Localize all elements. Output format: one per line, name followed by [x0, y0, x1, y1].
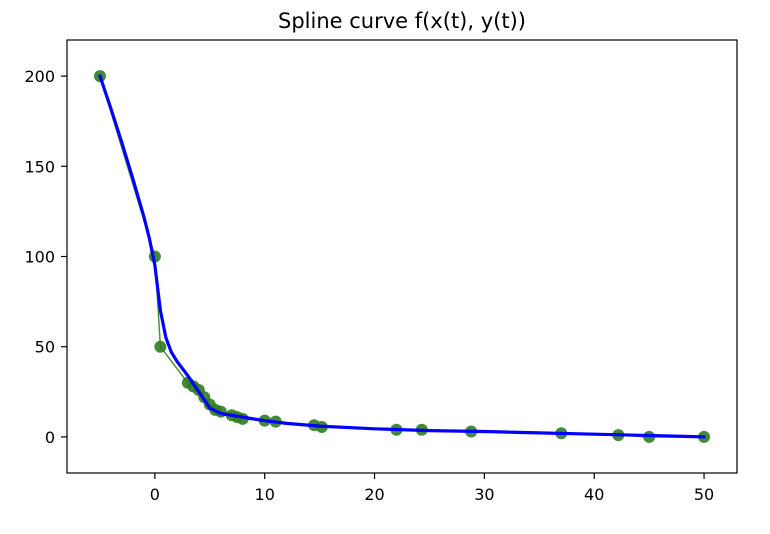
x-tick-label: 50	[694, 485, 714, 504]
x-tick-label: 20	[364, 485, 384, 504]
x-tick-label: 10	[255, 485, 275, 504]
y-tick-label: 50	[35, 338, 55, 357]
x-tick-label: 40	[584, 485, 604, 504]
axes-frame	[66, 39, 738, 474]
y-tick-label: 150	[24, 157, 55, 176]
data-point	[154, 340, 167, 353]
x-tick-label: 30	[474, 485, 494, 504]
x-tick-label: 0	[150, 485, 160, 504]
y-tick-label: 200	[24, 67, 55, 86]
plot-area	[93, 70, 711, 443]
spline-curve	[98, 74, 706, 439]
y-tick-label: 100	[24, 248, 55, 267]
y-tick-label: 0	[45, 428, 55, 447]
y-axis: 0 50 100 150 200	[24, 67, 67, 447]
x-axis: 0 10 20 30 40 50	[150, 473, 714, 504]
chart-title: Spline curve f(x(t), y(t))	[278, 9, 526, 33]
